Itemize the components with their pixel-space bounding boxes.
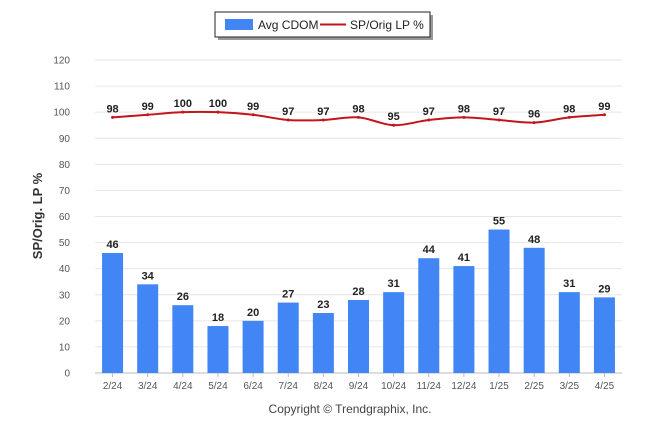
bar-value-label: 18 [212,312,224,324]
bar-4-24 [172,305,194,373]
x-tick-label: 6/24 [243,381,263,392]
y-axis-ticks: 0 10 20 30 40 50 60 70 80 90 100 110 120 [53,56,70,380]
bar-value-label: 48 [528,234,540,246]
bar-value-label: 27 [282,289,294,301]
x-tick-label: 8/24 [314,381,334,392]
x-axis-ticks: 2/24 3/24 4/24 5/24 6/24 7/24 8/24 9/24 10/24 11/… [103,373,615,392]
line-value-label: 100 [209,98,227,110]
line-value-label: 98 [563,103,575,115]
line-value-label: 99 [142,101,154,113]
legend: Avg CDOM SP/Orig LP % [214,11,433,40]
line-point-2-24 [111,115,115,119]
bar-value-label: 31 [388,278,400,290]
y-tick-label: 80 [59,160,71,171]
x-tick-label: 7/24 [278,381,298,392]
bar-4-25 [593,297,615,373]
bar-1-25 [488,229,510,373]
bars: 46 34 26 18 20 27 23 28 31 44 41 55 48 31 29 [102,216,615,373]
line-value-label: 98 [458,103,470,115]
bar-6-24 [242,320,264,373]
bar-value-label: 23 [317,299,329,311]
legend-label-sp-orig-lp: SP/Orig LP % [350,18,424,32]
line-value-label: 99 [247,101,259,113]
bar-9-24 [348,299,369,373]
line-value-label: 98 [106,103,118,115]
y-tick-label: 110 [54,82,70,93]
x-tick-label: 1/25 [489,381,509,392]
legend-label-avg-cdom: Avg CDOM [258,18,318,32]
bar-7-24 [277,302,299,373]
line-series: 98 99 100 100 99 97 97 98 95 97 98 97 96 98 99 [106,98,611,127]
line-value-label: 98 [352,103,364,115]
line-point-11-24 [427,118,431,122]
bar-value-label: 29 [598,283,610,295]
bar-value-label: 20 [247,307,259,319]
x-tick-label: 4/25 [595,381,615,392]
line-point-2-25 [532,121,536,125]
bar-3-25 [558,292,580,373]
y-tick-label: 50 [59,238,71,249]
line-point-6-24 [251,113,255,117]
line-value-label: 95 [388,111,400,123]
bar-value-label: 26 [177,291,189,303]
bar-8-24 [312,313,334,373]
line-value-label: 100 [174,98,192,110]
bar-value-label: 31 [563,278,575,290]
y-tick-label: 0 [64,369,70,380]
line-value-label: 97 [317,106,329,118]
y-tick-label: 60 [59,212,71,223]
y-tick-label: 20 [59,316,71,327]
y-tick-label: 90 [59,134,71,145]
bar-12-24 [453,266,475,373]
x-tick-label: 2/24 [103,381,123,392]
bar-value-label: 28 [352,286,364,298]
line-point-3-25 [567,115,571,119]
line-point-5-24 [216,110,220,114]
bar-10-24 [383,292,405,373]
line-point-8-24 [321,118,325,122]
line-point-10-24 [392,123,396,127]
line-point-3-24 [146,113,150,117]
line-point-7-24 [286,118,290,122]
line-value-label: 97 [423,106,435,118]
line-point-1-25 [497,118,501,122]
bar-value-label: 55 [493,216,505,228]
x-tick-label: 11/24 [417,381,442,392]
line-point-4-25 [602,113,606,117]
copyright-text: Copyright © Trendgraphix, Inc. [269,402,432,416]
bar-2-24 [102,253,124,373]
bar-value-label: 41 [458,252,470,264]
y-axis-label: SP/Orig. LP % [30,172,45,259]
bar-value-label: 46 [106,239,118,251]
x-tick-label: 3/25 [560,381,580,392]
bar-3-24 [137,284,159,373]
line-point-9-24 [357,115,360,119]
x-tick-label: 10/24 [381,381,406,392]
bar-value-label: 44 [423,244,436,256]
line-point-12-24 [462,115,466,119]
y-tick-label: 10 [59,342,71,353]
bar-5-24 [207,326,229,373]
y-tick-label: 120 [53,56,70,67]
bar-2-25 [523,247,545,373]
y-tick-label: 30 [59,290,71,301]
line-value-label: 96 [528,109,540,121]
y-tick-label: 40 [59,264,71,275]
y-tick-label: 100 [53,108,70,119]
line-value-label: 99 [598,101,610,113]
line-value-label: 97 [493,106,505,118]
x-tick-label: 3/24 [138,381,158,392]
x-tick-label: 4/24 [173,381,193,392]
x-tick-label: 5/24 [208,381,228,392]
x-tick-label: 12/24 [451,381,476,392]
bar-11-24 [418,258,440,373]
x-tick-label: 9/24 [349,381,369,392]
bar-value-label: 34 [142,270,155,282]
x-tick-label: 2/25 [524,381,544,392]
y-tick-label: 70 [59,186,71,197]
line-point-4-24 [181,110,185,114]
line-value-label: 97 [282,106,294,118]
legend-swatch-bar [225,19,253,30]
